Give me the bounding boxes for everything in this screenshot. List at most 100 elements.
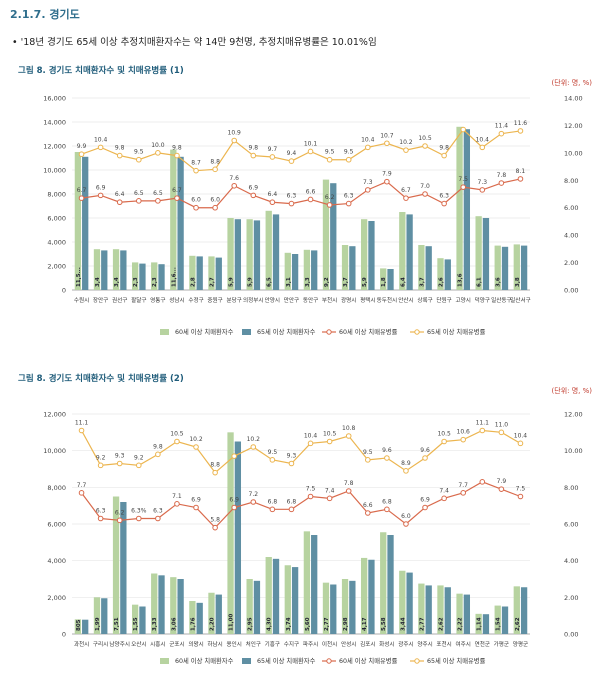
line-65-point	[384, 455, 390, 461]
right-tick-label: 6.00	[564, 204, 578, 212]
bar-value-label: 2,62	[438, 617, 444, 631]
bar-65	[253, 580, 261, 634]
line-65-point	[479, 144, 486, 151]
bar-60	[303, 249, 311, 290]
line-60-series	[81, 178, 521, 209]
line-60-value-label: 7.3	[363, 179, 373, 186]
bar-60	[322, 179, 330, 290]
line-65-point	[384, 140, 390, 147]
x-tick-label: 화성시	[379, 640, 394, 648]
bar-value-label: 2,7	[209, 277, 215, 287]
bar-65	[520, 245, 528, 290]
bar-value-label: 3,8	[515, 277, 521, 287]
line-65-point	[326, 156, 333, 163]
line-60-point	[135, 198, 142, 204]
line-60-value-label: 6.3	[344, 193, 354, 200]
line-60-value-label: 6.7	[401, 187, 411, 194]
line-60-value-label: 7.8	[344, 480, 354, 487]
line-65-value-label: 10.5	[323, 431, 337, 438]
line-65-value-label: 11.1	[75, 420, 89, 427]
right-tick-label: 2.00	[564, 259, 578, 267]
left-tick-label: 6,000	[47, 521, 66, 529]
left-tick-label: 0	[62, 287, 66, 295]
line-60-value-label: 8.1	[516, 168, 526, 175]
line-65-value-label: 9.5	[134, 149, 144, 156]
line-65-value-label: 9.3	[115, 453, 125, 460]
line-65-value-label: 10.4	[514, 432, 528, 439]
line-65-value-label: 11.0	[495, 421, 509, 428]
right-tick-label: 2.00	[564, 594, 578, 602]
line-65-point	[155, 150, 161, 156]
right-tick-label: 10.00	[564, 447, 583, 455]
bar-65	[234, 441, 242, 634]
left-tick-label: 0	[62, 631, 66, 639]
bar-60	[322, 582, 330, 634]
line-60-point	[441, 495, 447, 502]
bar-value-label: 4,30	[267, 617, 273, 631]
bar-65	[177, 579, 184, 634]
line-65-value-label: 9.2	[96, 454, 106, 461]
line-60-point	[193, 504, 199, 511]
x-tick-label: 의왕시	[188, 640, 203, 648]
line-60-point	[174, 195, 180, 201]
x-tick-label: 장안구	[93, 297, 108, 304]
legend-label: 60세 이상 치매환자수	[175, 327, 234, 336]
bar-65	[520, 587, 528, 634]
section-heading: 2.1.7. 경기도	[10, 8, 80, 21]
line-65-point	[78, 427, 85, 434]
bar-60	[380, 268, 387, 290]
x-tick-label: 단원구	[436, 296, 451, 304]
line-60-point	[364, 510, 371, 516]
line-60-point	[441, 200, 447, 207]
line-65-point	[135, 462, 142, 469]
line-60-value-label: 6.9	[229, 497, 239, 504]
line-60-point	[155, 515, 161, 522]
line-65-value-label: 9.5	[344, 149, 354, 156]
line-60-point	[250, 499, 257, 505]
bar-60	[208, 592, 215, 634]
bar-value-label: 7,51	[114, 617, 120, 631]
line-60-point	[78, 490, 85, 496]
legend-label: 65세 이상 치매유병률	[427, 656, 486, 665]
line-60-value-label: 7.9	[497, 478, 507, 485]
line-65-value-label: 11.6	[514, 120, 528, 127]
line-65-point	[441, 438, 447, 445]
bar-value-label: 3,3	[305, 277, 311, 287]
legend-marker	[414, 658, 420, 664]
line-65-value-label: 9.6	[420, 447, 430, 454]
line-60-value-label: 7.5	[516, 486, 526, 493]
bar-65	[387, 269, 394, 290]
x-tick-label: 고양시	[455, 296, 470, 304]
bar-60	[341, 245, 349, 290]
bar-60	[513, 586, 520, 634]
line-65-value-label: 10.4	[304, 432, 318, 439]
bar-60	[227, 432, 234, 634]
bar-value-label: 9,2	[324, 277, 330, 287]
line-65-point	[422, 455, 428, 461]
line-60-point	[97, 515, 104, 522]
line-60-value-label: 6.7	[77, 187, 87, 194]
x-tick-label: 구리시	[93, 640, 108, 648]
legend-swatch	[242, 658, 251, 664]
line-60-point	[384, 506, 390, 513]
bar-value-label: 3,44	[400, 617, 406, 631]
bar-value-label: 3,4	[114, 277, 120, 287]
line-60-point	[116, 517, 123, 524]
x-tick-label: 광주시	[398, 641, 413, 648]
legend-label: 65세 이상 치매유병률	[427, 327, 486, 336]
x-tick-label: 성남시	[169, 296, 184, 304]
bar-value-label: 2,6	[438, 277, 444, 287]
line-65-value-label: 10.6	[457, 429, 471, 436]
x-tick-label: 파주시	[303, 640, 318, 648]
line-65-point	[78, 151, 85, 158]
line-60-point	[498, 486, 505, 492]
legend-swatch	[160, 329, 169, 335]
bar-60	[513, 244, 520, 290]
bar-value-label: 1,55	[133, 617, 139, 631]
x-tick-label: 양평군	[513, 640, 528, 648]
left-tick-label: 10,000	[43, 447, 66, 455]
bar-65	[272, 214, 280, 290]
bar-60	[112, 496, 120, 634]
summary-text: '18년 경기도 65세 이상 추정치매환자수는 약 14만 9천명, 추정치매…	[20, 37, 377, 48]
line-60-point	[326, 202, 333, 208]
